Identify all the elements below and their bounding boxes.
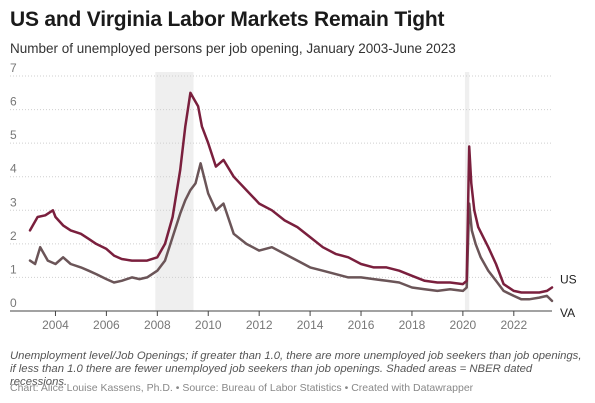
chart-title: US and Virginia Labor Markets Remain Tig… bbox=[10, 8, 445, 31]
x-tick-label-2008: 2008 bbox=[144, 318, 171, 332]
y-tick-label-0: 0 bbox=[10, 296, 17, 310]
x-tick-label-2016: 2016 bbox=[348, 318, 375, 332]
y-tick-label-7: 7 bbox=[10, 61, 17, 75]
y-tick-label-4: 4 bbox=[10, 162, 17, 176]
series-label-us: US bbox=[560, 273, 577, 287]
x-tick-label-2018: 2018 bbox=[399, 318, 426, 332]
y-tick-label-6: 6 bbox=[10, 95, 17, 109]
y-tick-label-2: 2 bbox=[10, 229, 17, 243]
recession-band-1 bbox=[464, 72, 470, 311]
y-tick-label-1: 1 bbox=[10, 262, 17, 276]
chart-footer: Chart: Alice Louise Kassens, Ph.D. • Sou… bbox=[10, 382, 474, 394]
x-tick-label-2004: 2004 bbox=[42, 318, 69, 332]
x-tick-label-2012: 2012 bbox=[246, 318, 273, 332]
y-tick-label-5: 5 bbox=[10, 128, 17, 142]
series-line-va bbox=[28, 162, 554, 303]
x-tick-label-2010: 2010 bbox=[195, 318, 222, 332]
x-tick-label-2006: 2006 bbox=[93, 318, 120, 332]
y-tick-label-3: 3 bbox=[10, 195, 17, 209]
chart-note: Unemployment level/Job Openings; if grea… bbox=[10, 350, 582, 388]
x-tick-label-2022: 2022 bbox=[500, 318, 527, 332]
chart-subtitle: Number of unemployed persons per job ope… bbox=[10, 41, 456, 56]
series-line-us bbox=[28, 91, 554, 294]
x-tick-label-2020: 2020 bbox=[450, 318, 477, 332]
x-tick-label-2014: 2014 bbox=[297, 318, 324, 332]
series-label-va: VA bbox=[560, 306, 575, 320]
